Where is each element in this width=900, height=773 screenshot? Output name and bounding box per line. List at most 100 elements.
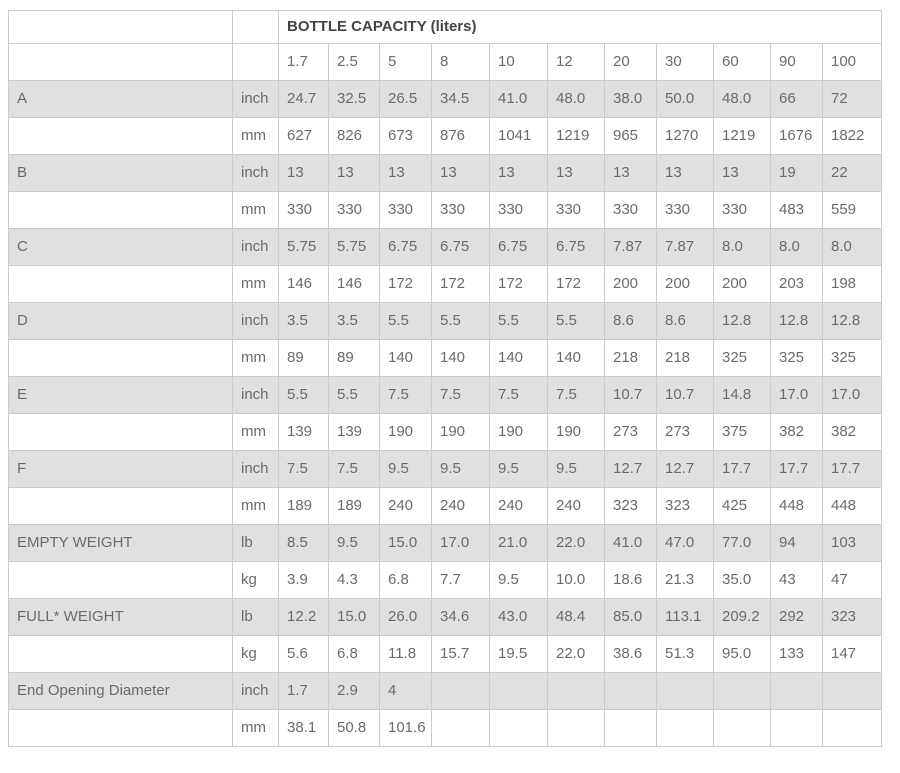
table-row: FULL* WEIGHT lb 12.2 15.0 26.0 34.6 43.0 48.4 85… — [8, 598, 882, 636]
value-cell: 323 — [822, 598, 882, 636]
value-cell: 38.6 — [604, 635, 657, 673]
value-cell: 66 — [770, 80, 823, 118]
row-label-cell — [8, 635, 233, 673]
unit-cell: mm — [232, 413, 279, 451]
value-cell: 95.0 — [713, 635, 771, 673]
value-cell: 7.5 — [547, 376, 605, 414]
value-cell — [547, 672, 605, 710]
corner-label-cell — [8, 43, 233, 81]
value-cell: 8.0 — [822, 228, 882, 266]
value-cell: 4 — [379, 672, 432, 710]
value-cell: 17.7 — [770, 450, 823, 488]
value-cell: 6.75 — [431, 228, 490, 266]
value-cell: 382 — [822, 413, 882, 451]
value-cell: 13 — [489, 154, 548, 192]
table-row: mm 139 139 190 190 190 190 273 273 375 382 382 — [8, 413, 882, 451]
value-cell: 559 — [822, 191, 882, 229]
value-cell: 9.5 — [328, 524, 380, 562]
value-cell — [822, 709, 882, 747]
value-cell: 7.5 — [431, 376, 490, 414]
value-cell: 330 — [431, 191, 490, 229]
row-label-cell: D — [8, 302, 233, 340]
value-cell: 43.0 — [489, 598, 548, 636]
value-cell: 5.5 — [379, 302, 432, 340]
value-cell: 218 — [656, 339, 714, 377]
value-cell — [770, 709, 823, 747]
value-cell: 190 — [431, 413, 490, 451]
value-cell: 7.5 — [379, 376, 432, 414]
value-cell: 3.5 — [278, 302, 329, 340]
value-cell: 15.7 — [431, 635, 490, 673]
value-cell: 34.5 — [431, 80, 490, 118]
value-cell: 483 — [770, 191, 823, 229]
value-cell: 15.0 — [328, 598, 380, 636]
value-cell: 13 — [431, 154, 490, 192]
row-label-cell — [8, 265, 233, 303]
value-cell: 89 — [328, 339, 380, 377]
value-cell: 330 — [604, 191, 657, 229]
value-cell: 6.75 — [379, 228, 432, 266]
unit-cell: inch — [232, 228, 279, 266]
capacity-header-cell: 60 — [713, 43, 771, 81]
value-cell: 13 — [328, 154, 380, 192]
value-cell: 1.7 — [278, 672, 329, 710]
value-cell: 146 — [278, 265, 329, 303]
capacity-header-cell: 1.7 — [278, 43, 329, 81]
value-cell — [489, 709, 548, 747]
value-cell: 113.1 — [656, 598, 714, 636]
value-cell: 26.5 — [379, 80, 432, 118]
value-cell: 190 — [379, 413, 432, 451]
value-cell: 12.2 — [278, 598, 329, 636]
unit-cell: mm — [232, 117, 279, 155]
value-cell: 200 — [713, 265, 771, 303]
unit-cell: lb — [232, 524, 279, 562]
value-cell: 77.0 — [713, 524, 771, 562]
unit-cell: inch — [232, 672, 279, 710]
value-cell: 34.6 — [431, 598, 490, 636]
row-label-cell — [8, 191, 233, 229]
value-cell: 5.5 — [547, 302, 605, 340]
value-cell: 325 — [713, 339, 771, 377]
value-cell: 50.0 — [656, 80, 714, 118]
value-cell: 7.5 — [278, 450, 329, 488]
value-cell: 8.0 — [770, 228, 823, 266]
value-cell: 1676 — [770, 117, 823, 155]
value-cell — [431, 709, 490, 747]
value-cell: 8.0 — [713, 228, 771, 266]
value-cell: 1219 — [713, 117, 771, 155]
value-cell: 330 — [328, 191, 380, 229]
value-cell: 5.5 — [489, 302, 548, 340]
table-row: EMPTY WEIGHT lb 8.5 9.5 15.0 17.0 21.0 22.0 41.0… — [8, 524, 882, 562]
value-cell: 330 — [656, 191, 714, 229]
value-cell: 12.7 — [604, 450, 657, 488]
table-row: mm 146 146 172 172 172 172 200 200 200 203 198 — [8, 265, 882, 303]
value-cell: 240 — [547, 487, 605, 525]
table-row: kg 5.6 6.8 11.8 15.7 19.5 22.0 38.6 51.3 95.0 133 1… — [8, 635, 882, 673]
value-cell: 5.75 — [328, 228, 380, 266]
value-cell: 139 — [278, 413, 329, 451]
row-label-cell: F — [8, 450, 233, 488]
capacity-header-cell: 2.5 — [328, 43, 380, 81]
value-cell — [713, 672, 771, 710]
row-label-cell — [8, 117, 233, 155]
value-cell: 12.7 — [656, 450, 714, 488]
value-cell: 19 — [770, 154, 823, 192]
value-cell: 140 — [431, 339, 490, 377]
value-cell: 22.0 — [547, 524, 605, 562]
value-cell — [713, 709, 771, 747]
value-cell: 10.7 — [656, 376, 714, 414]
value-cell: 325 — [770, 339, 823, 377]
value-cell: 965 — [604, 117, 657, 155]
value-cell: 448 — [770, 487, 823, 525]
value-cell: 218 — [604, 339, 657, 377]
value-cell: 24.7 — [278, 80, 329, 118]
table-title: BOTTLE CAPACITY (liters) — [278, 10, 882, 44]
capacity-header-cell: 90 — [770, 43, 823, 81]
value-cell: 323 — [604, 487, 657, 525]
value-cell: 101.6 — [379, 709, 432, 747]
capacity-header-cell: 8 — [431, 43, 490, 81]
value-cell: 17.0 — [822, 376, 882, 414]
value-cell: 6.8 — [379, 561, 432, 599]
value-cell: 5.75 — [278, 228, 329, 266]
